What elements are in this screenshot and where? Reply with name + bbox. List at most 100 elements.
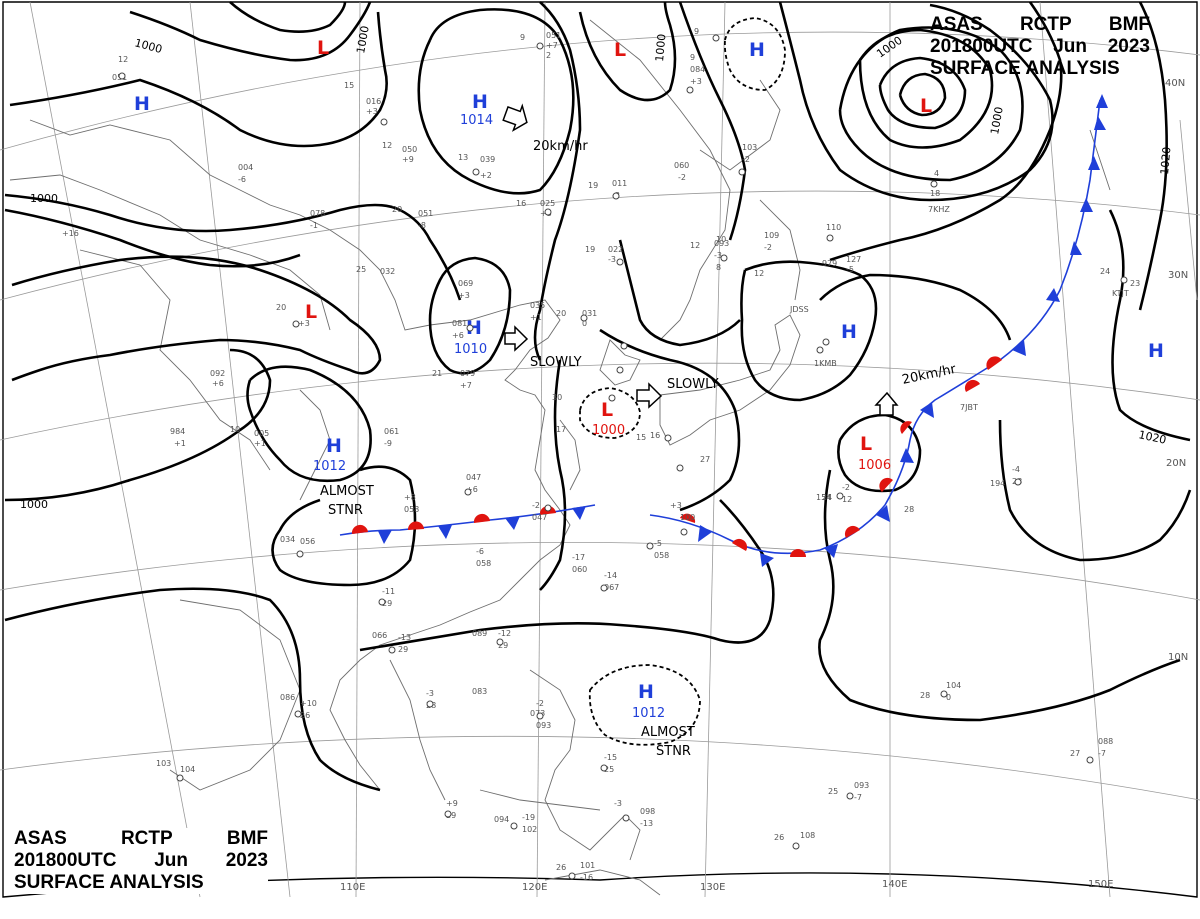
station-value: 12	[382, 141, 392, 150]
station-value: 103	[742, 143, 757, 152]
station-value: 979	[822, 259, 837, 268]
station-value: 10	[230, 425, 240, 434]
station-value: -7	[1098, 749, 1106, 758]
station-value: 13	[458, 153, 468, 162]
pressure-value: 1000	[592, 423, 625, 438]
station-value: 110	[826, 223, 841, 232]
speed-label: 20km/hr	[533, 139, 588, 154]
station-value: 28	[920, 691, 930, 700]
station-value: 005	[254, 429, 269, 438]
station-value: -3	[608, 255, 616, 264]
station-value: 051	[418, 209, 433, 218]
station-value: 051	[546, 31, 561, 40]
title-code: BMF	[1108, 14, 1150, 35]
station-value: 28	[904, 505, 914, 514]
station-value: 058	[404, 505, 419, 514]
station-circle	[612, 192, 620, 200]
station-value: 108	[800, 831, 815, 840]
pressure-centers: L L H L H H L H H H H L L H	[134, 37, 1164, 703]
station-value: 30	[552, 393, 562, 402]
high-pressure-symbol: H	[1148, 340, 1164, 362]
station-value: 101	[580, 861, 595, 870]
station-circle	[600, 764, 608, 772]
station-value: +8	[404, 493, 416, 502]
station-value: -11	[382, 587, 395, 596]
station-value: 25	[356, 265, 366, 274]
pressure-value: 1014	[460, 113, 493, 128]
station-circle	[676, 464, 684, 472]
station-circle	[646, 542, 654, 550]
station-value: 29	[382, 599, 392, 608]
isobar-label: 1000	[133, 36, 163, 56]
station-value: -14	[604, 571, 617, 580]
title-month: Jun	[154, 850, 188, 871]
station-value: -3	[426, 689, 434, 698]
title-month: Jun	[1053, 36, 1087, 57]
station-value: 060	[572, 565, 587, 574]
station-value: 035	[530, 301, 545, 310]
station-circle	[686, 86, 694, 94]
station-value: 7KHZ	[928, 205, 950, 214]
station-value: 058	[654, 551, 669, 560]
station-value: -15	[604, 753, 617, 762]
isobars	[4, 1, 1192, 792]
station-circle	[792, 842, 800, 850]
station-circle	[118, 72, 126, 80]
title-code: RCTP	[1019, 14, 1072, 35]
isobar-label: 1020	[1158, 146, 1173, 175]
station-value: 20	[556, 309, 566, 318]
station-value: 0	[582, 319, 587, 328]
graticule-labels: 110E 120E 130E 140E 150E 40N 30N 20N 10N	[340, 78, 1188, 893]
station-circle	[738, 168, 746, 176]
station-value: +7	[460, 381, 472, 390]
title-code: BMF	[226, 828, 268, 849]
station-value: +1	[174, 439, 186, 448]
title-year: 2023	[1107, 36, 1150, 57]
station-value: 102	[522, 825, 537, 834]
high-pressure-symbol: H	[472, 91, 488, 113]
station-circle	[664, 434, 672, 442]
station-value: 047	[532, 513, 547, 522]
station-value: -17	[572, 553, 585, 562]
station-circle	[1014, 478, 1022, 486]
station-value: -6	[238, 175, 246, 184]
station-circle	[176, 774, 184, 782]
high-pressure-symbol: H	[134, 93, 150, 115]
station-value: 093	[536, 721, 551, 730]
station-circle	[426, 700, 434, 708]
station-circle	[580, 314, 588, 322]
station-value: 9	[694, 27, 699, 36]
station-value: 016	[366, 97, 381, 106]
station-circle	[720, 254, 728, 262]
latitude-label: 40N	[1165, 78, 1185, 89]
station-value: -4	[1012, 465, 1020, 474]
station-value: 12	[842, 495, 852, 504]
station-value: 9	[690, 53, 695, 62]
isobar-label: 1000	[20, 498, 48, 511]
station-circle	[822, 338, 830, 346]
station-value: 056	[300, 537, 315, 546]
station-circle	[1120, 276, 1128, 284]
station-value: +3	[298, 319, 310, 328]
station-value: 19	[585, 245, 595, 254]
low-pressure-symbol: L	[305, 301, 317, 323]
station-value: -6	[476, 547, 484, 556]
station-value: -2	[532, 501, 540, 510]
station-circle	[712, 34, 720, 42]
station-circle	[536, 42, 544, 50]
station-circle	[622, 814, 630, 822]
station-value: -13	[398, 633, 411, 642]
longitude-label: 110E	[340, 882, 365, 893]
station-circle	[380, 118, 388, 126]
title-block-top: ASAS RCTP BMF 201800UTC Jun 2023 SURFACE ANA…	[930, 14, 1150, 80]
station-value: 24	[822, 493, 832, 502]
station-value: 088	[1098, 737, 1113, 746]
title-chart-name: SURFACE ANALYSIS	[930, 58, 1120, 79]
isobar-label: 1000	[988, 106, 1006, 136]
station-circle	[388, 646, 396, 654]
station-circle	[544, 208, 552, 216]
isobar-label: 1000	[30, 192, 58, 205]
slowly-label: SLOWLY	[667, 377, 719, 392]
graticule	[0, 1, 1200, 898]
